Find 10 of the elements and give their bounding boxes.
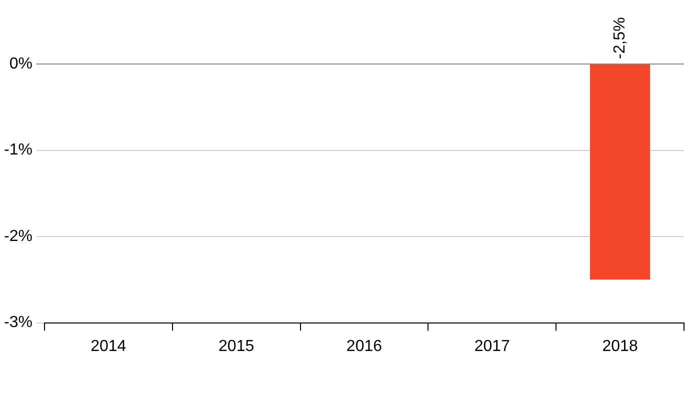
x-tick-label: 2014 xyxy=(90,338,126,355)
x-tick-label: 2016 xyxy=(346,338,382,355)
data-label: -2,5% xyxy=(611,17,628,59)
x-tick-label: 2018 xyxy=(602,338,638,355)
y-tick-label: 0% xyxy=(9,55,32,72)
y-tick-label: -3% xyxy=(4,314,32,332)
x-tick-label: 2015 xyxy=(218,338,254,355)
y-tick-label: -2% xyxy=(4,228,32,245)
x-tick-label: 2017 xyxy=(474,338,510,355)
y-tick-label: -1% xyxy=(4,142,32,159)
